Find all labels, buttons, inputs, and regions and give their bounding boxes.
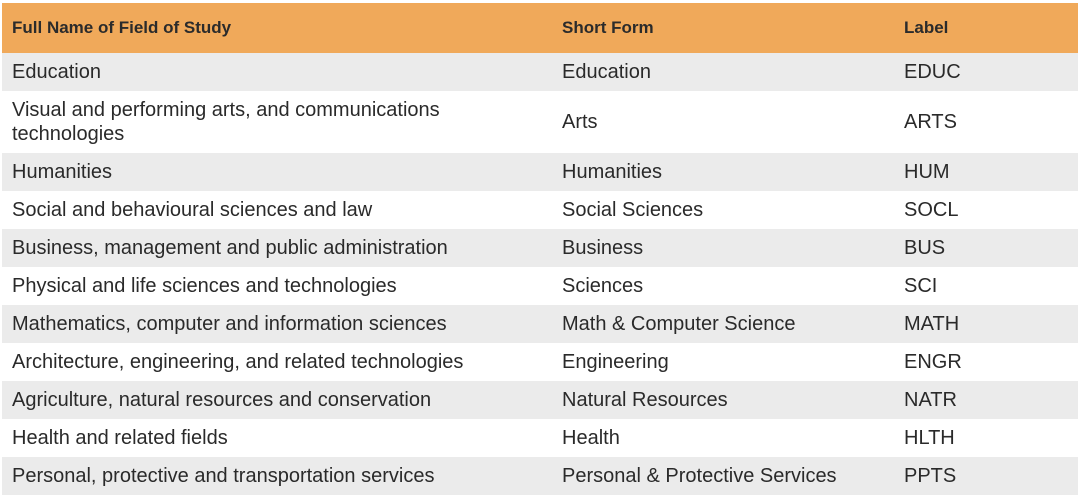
cell-full-name: Humanities [12,161,113,183]
cell-full-name: Personal, protective and transportation … [12,465,435,487]
cell-full-name: Agriculture, natural resources and conse… [12,389,432,411]
table-body: Education Education EDUC Visual and perf… [2,53,1078,495]
table-row: Business, management and public administ… [2,229,1078,267]
cell-label: HLTH [904,427,955,449]
cell-full-name: Architecture, engineering, and related t… [12,351,464,373]
table-row: Mathematics, computer and information sc… [2,305,1078,343]
header-short-form: Short Form [562,18,654,37]
table-row: Social and behavioural sciences and law … [2,191,1078,229]
cell-short-form: Personal & Protective Services [562,465,837,487]
cell-full-name: Mathematics, computer and information sc… [12,313,447,335]
header-label: Label [904,18,949,37]
cell-short-form: Social Sciences [562,199,704,221]
cell-label: PPTS [904,465,957,487]
cell-full-name: Social and behavioural sciences and law [12,199,373,221]
cell-label: ENGR [904,351,962,373]
table-row: Architecture, engineering, and related t… [2,343,1078,381]
cell-label: BUS [904,237,946,259]
cell-short-form: Arts [562,111,598,133]
cell-label: SCI [904,275,938,297]
table-row: Humanities Humanities HUM [2,153,1078,191]
field-of-study-table-container: Full Name of Field of Study Short Form L… [2,3,1078,495]
cell-short-form: Business [562,237,644,259]
cell-label: EDUC [904,61,961,83]
cell-short-form: Education [562,61,651,83]
cell-short-form: Humanities [562,161,663,183]
cell-full-name: Education [12,61,101,83]
table-row: Visual and performing arts, and communic… [2,91,1078,153]
cell-short-form: Sciences [562,275,644,297]
cell-full-name: Business, management and public administ… [12,237,448,259]
header-full-name: Full Name of Field of Study [12,18,232,37]
cell-full-name: Physical and life sciences and technolog… [12,275,397,297]
cell-short-form: Natural Resources [562,389,728,411]
cell-short-form: Math & Computer Science [562,313,796,335]
table-row: Health and related fields Health HLTH [2,419,1078,457]
cell-full-name: Health and related fields [12,427,228,449]
cell-label: SOCL [904,199,959,221]
field-of-study-table: Full Name of Field of Study Short Form L… [2,3,1078,495]
cell-label: NATR [904,389,957,411]
table-row: Personal, protective and transportation … [2,457,1078,495]
cell-label: ARTS [904,111,957,133]
table-header: Full Name of Field of Study Short Form L… [2,3,1078,53]
cell-label: HUM [904,161,950,183]
cell-label: MATH [904,313,960,335]
header-row: Full Name of Field of Study Short Form L… [2,3,1078,53]
table-row: Physical and life sciences and technolog… [2,267,1078,305]
table-row: Education Education EDUC [2,53,1078,91]
cell-short-form: Health [562,427,620,449]
cell-short-form: Engineering [562,351,669,373]
cell-full-name: Visual and performing arts, and communic… [12,99,440,145]
table-row: Agriculture, natural resources and conse… [2,381,1078,419]
